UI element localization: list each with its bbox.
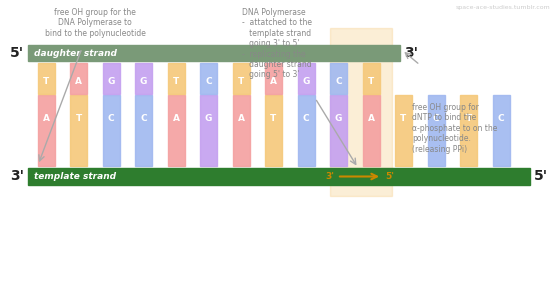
Text: DNA Polymerase
-  attatched to the
   template strand
   going 3' to 5'
-  repli: DNA Polymerase - attatched to the templa…: [242, 8, 312, 79]
Text: T: T: [466, 114, 472, 123]
Bar: [200, 95, 217, 166]
Bar: [103, 95, 119, 166]
Text: 3': 3': [10, 169, 24, 183]
Text: T: T: [368, 77, 374, 86]
Text: A: A: [43, 114, 49, 123]
Bar: [265, 95, 282, 166]
Bar: [330, 95, 347, 166]
Text: 5': 5': [534, 169, 548, 183]
Bar: [330, 63, 347, 94]
Bar: [362, 95, 380, 166]
Bar: [233, 63, 250, 94]
Bar: [200, 63, 217, 94]
Bar: [460, 95, 477, 166]
Bar: [492, 95, 509, 166]
Text: free OH group for
dNTP to bind the
α-phosphate to on the
polynucleotide.
(releas: free OH group for dNTP to bind the α-pho…: [412, 103, 497, 154]
Bar: [168, 63, 184, 94]
Text: T: T: [75, 114, 82, 123]
Bar: [168, 95, 184, 166]
Bar: [103, 63, 119, 94]
Text: 3': 3': [325, 172, 334, 181]
Text: T: T: [270, 114, 276, 123]
Text: C: C: [205, 77, 212, 86]
Text: T: T: [238, 77, 244, 86]
Bar: [135, 95, 152, 166]
Bar: [330, 28, 392, 196]
Bar: [297, 95, 315, 166]
Text: free OH group for the
DNA Polymerase to
bind to the polynucleotide: free OH group for the DNA Polymerase to …: [44, 8, 145, 38]
Text: 5': 5': [10, 46, 24, 60]
Text: G: G: [335, 114, 342, 123]
Text: C: C: [335, 77, 342, 86]
Text: C: C: [302, 114, 309, 123]
Bar: [38, 63, 54, 94]
Text: A: A: [270, 77, 277, 86]
Text: template strand: template strand: [34, 172, 116, 181]
Text: A: A: [75, 77, 82, 86]
Text: space-ace-studies.tumblr.com: space-ace-studies.tumblr.com: [455, 5, 550, 10]
Bar: [70, 63, 87, 94]
Text: T: T: [173, 77, 179, 86]
Text: 3': 3': [404, 46, 418, 60]
Text: T: T: [400, 114, 407, 123]
Text: C: C: [498, 114, 504, 123]
Bar: [362, 63, 380, 94]
Text: A: A: [367, 114, 375, 123]
Text: G: G: [205, 114, 212, 123]
Text: C: C: [140, 114, 147, 123]
Bar: [265, 63, 282, 94]
Bar: [297, 63, 315, 94]
Text: G: G: [302, 77, 310, 86]
Bar: [427, 95, 445, 166]
Text: T: T: [43, 77, 49, 86]
Text: A: A: [238, 114, 245, 123]
Text: A: A: [173, 114, 179, 123]
Text: C: C: [433, 114, 440, 123]
Bar: [395, 95, 412, 166]
Text: daughter strand: daughter strand: [34, 49, 117, 57]
Bar: [70, 95, 87, 166]
Text: 5': 5': [385, 172, 394, 181]
Text: G: G: [140, 77, 147, 86]
Text: G: G: [107, 77, 115, 86]
Bar: [28, 45, 400, 61]
Bar: [135, 63, 152, 94]
Text: C: C: [108, 114, 114, 123]
Bar: [38, 95, 54, 166]
Bar: [28, 168, 530, 185]
Bar: [233, 95, 250, 166]
